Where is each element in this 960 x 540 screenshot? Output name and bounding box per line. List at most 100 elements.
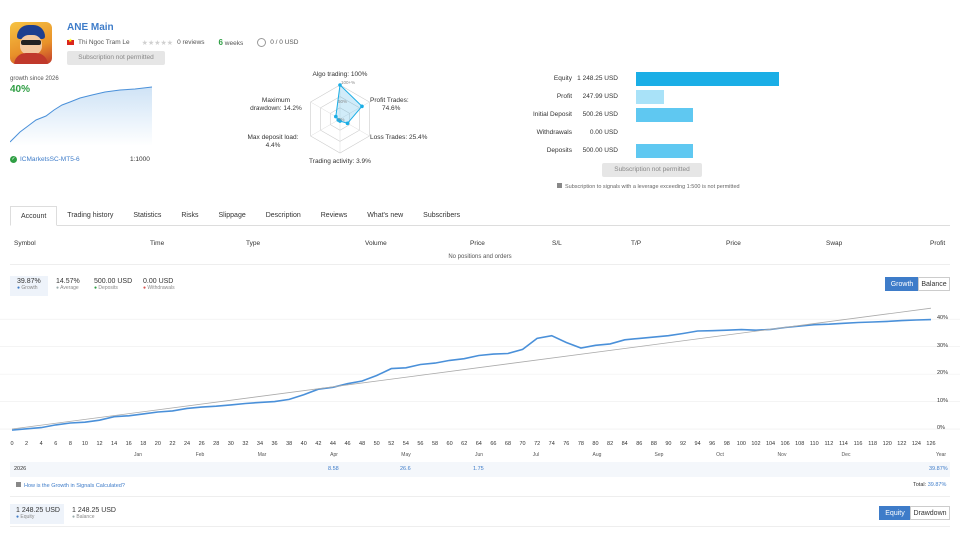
summary-item: 14.57% ● Average: [56, 278, 80, 291]
subscribers-icon: [257, 38, 267, 47]
x-tick-label: 40: [300, 441, 307, 447]
radar-scale-50: 50%: [338, 99, 348, 104]
x-tick-label: 32: [242, 441, 249, 447]
growth-since-label: growth since 2026: [10, 76, 59, 82]
x-tick-label: 72: [534, 441, 541, 447]
radar-point: [336, 118, 341, 122]
tab-statistics[interactable]: Statistics: [133, 212, 162, 219]
subscribe-button-2[interactable]: Subscription not permitted: [602, 163, 702, 177]
summary-value: 39.87%: [17, 278, 41, 285]
table-header-cell[interactable]: Price: [470, 240, 485, 247]
x-tick-label: 30: [227, 441, 234, 447]
subscribe-button[interactable]: Subscription not permitted: [67, 51, 165, 65]
tab-account[interactable]: Account: [10, 206, 58, 226]
table-header-cell[interactable]: Profit: [930, 240, 946, 247]
table-header-cell[interactable]: Time: [150, 240, 165, 247]
equity-toggle-button[interactable]: Equity: [879, 506, 911, 520]
x-tick-label: 84: [621, 441, 628, 447]
x-tick-label: 44: [329, 441, 336, 447]
radar-label-maxdep: Max deposit load: 4.4%: [247, 134, 299, 149]
table-header-cell[interactable]: Volume: [365, 240, 387, 247]
radar-label-loss: Loss Trades: 25.4%: [370, 134, 428, 141]
tab-description[interactable]: Description: [265, 212, 301, 219]
x-tick-label: 104: [765, 441, 776, 447]
y-tick-label: 10%: [937, 397, 949, 404]
tab-risks[interactable]: Risks: [181, 212, 199, 219]
x-tick-label: 62: [461, 441, 468, 447]
broker-server[interactable]: ✓ ICMarketsSC-MT5-6: [10, 156, 80, 163]
summary-caption: ● Average: [56, 285, 79, 291]
tab-subscribers[interactable]: Subscribers: [423, 212, 461, 219]
x-tick-label: 14: [111, 441, 118, 447]
x-tick-label: 74: [548, 441, 555, 447]
x-tick-label: 50: [373, 441, 380, 447]
x-tick-label: 36: [271, 441, 278, 447]
radar-scale-100: 100+%: [341, 80, 356, 85]
x-tick-label: 6: [54, 441, 58, 447]
legend-dot-icon: ●: [94, 285, 99, 291]
radar-axis: [339, 118, 370, 137]
stat-bar: [636, 72, 779, 86]
x-tick-label: 112: [824, 441, 834, 447]
growth-calc-link[interactable]: How is the Growth in Signals Calculated?: [16, 482, 125, 489]
table-header-cell[interactable]: Type: [246, 240, 261, 247]
drawdown-toggle-button[interactable]: Drawdown: [910, 506, 950, 520]
subscribers-value: 0 / 0 USD: [270, 39, 299, 46]
growth-value: 40%: [10, 84, 31, 95]
tab-what-s-new[interactable]: What's new: [367, 212, 404, 219]
legend-dot-icon: ●: [72, 514, 77, 520]
summary-item: 39.87% ● Growth: [17, 278, 41, 291]
year-label: 2026: [14, 466, 27, 472]
x-tick-label: 110: [809, 441, 819, 447]
tab-trading-history[interactable]: Trading history: [67, 212, 114, 219]
summary-value: 500.00 USD: [94, 278, 133, 285]
reviews-count[interactable]: 0 reviews: [177, 39, 205, 46]
author-name[interactable]: Thi Ngoc Tram Le: [78, 39, 130, 46]
radar-label-profit: Profit Trades: 74.6%: [370, 97, 409, 112]
trend-line: [11, 307, 932, 430]
x-tick-label: 70: [519, 441, 526, 447]
summary-value: 14.57%: [56, 278, 80, 285]
tab-reviews[interactable]: Reviews: [320, 212, 348, 219]
weeks-count: 6 weeks: [218, 38, 244, 47]
y-tick-label: 40%: [937, 315, 949, 322]
balance-toggle-button[interactable]: Balance: [918, 277, 950, 291]
x-tick-label: 94: [694, 441, 701, 447]
month-label: Sep: [654, 452, 664, 458]
apr-growth: 8.58: [328, 466, 339, 472]
radar-point: [360, 104, 364, 109]
x-tick-label: 42: [315, 441, 322, 447]
growth-toggle-button[interactable]: Growth: [885, 277, 919, 291]
x-tick-label: 10: [81, 441, 88, 447]
stat-label: Deposits: [546, 147, 572, 154]
table-header-cell[interactable]: S/L: [552, 240, 562, 247]
signal-avatar: [10, 22, 52, 64]
growth-mini-chart: [10, 86, 153, 146]
x-tick-label: 120: [882, 441, 892, 447]
summary-caption: ● Balance: [72, 514, 95, 520]
month-label: Apr: [330, 452, 338, 458]
stat-value: 0.00 USD: [589, 129, 618, 136]
signal-title[interactable]: ANE Main: [67, 22, 114, 33]
vietnam-flag-icon: [67, 38, 74, 45]
x-tick-label: 24: [183, 441, 191, 447]
radar-point: [345, 121, 350, 126]
table-header-cell[interactable]: Symbol: [14, 240, 36, 247]
summary-item: 500.00 USD ● Deposits: [94, 278, 132, 291]
month-label: Aug: [592, 452, 602, 458]
radar-axis: [339, 101, 370, 120]
table-header-cell[interactable]: T/P: [631, 240, 642, 247]
year-growth-row: 2026 8.58 26.6 1.75 39.87%: [10, 462, 950, 477]
x-tick-label: 126: [926, 441, 936, 447]
tab-slippage[interactable]: Slippage: [218, 212, 246, 219]
month-label: Jan: [133, 452, 143, 458]
radar-label-activity: Trading activity: 3.9%: [309, 158, 371, 165]
rating-stars-icon: ★★★★★: [141, 39, 174, 47]
table-header-cell[interactable]: Price: [726, 240, 741, 247]
table-header-cell[interactable]: Swap: [826, 240, 843, 247]
x-tick-label: 116: [853, 441, 863, 447]
summary-value: 0.00 USD: [143, 278, 174, 285]
x-tick-label: 114: [839, 441, 848, 447]
x-tick-label: 38: [286, 441, 293, 447]
equity-summary-highlight: [10, 504, 64, 524]
